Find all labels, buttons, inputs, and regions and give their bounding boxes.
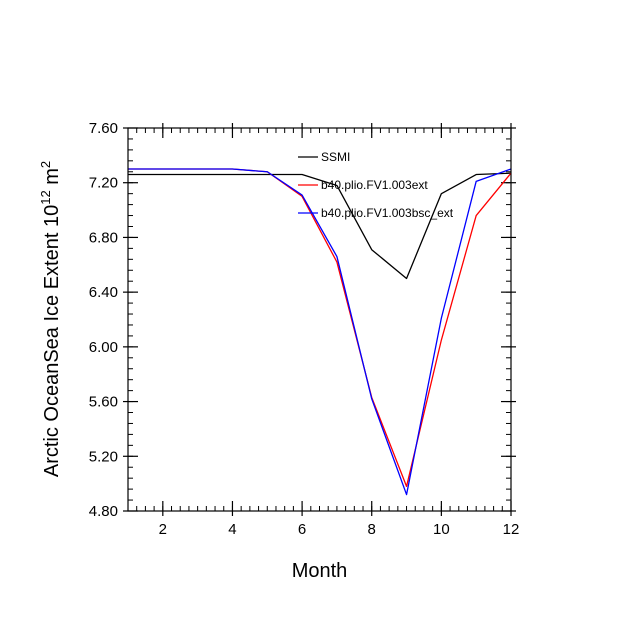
y-tick-label: 7.60 (89, 120, 118, 137)
x-tick-label: 2 (159, 521, 167, 538)
y-tick-label: 5.60 (89, 394, 118, 411)
y-tick-label: 6.00 (89, 339, 118, 356)
x-tick-label: 8 (368, 521, 376, 538)
legend: SSMI b40.plio.FV1.003ext b40.plio.FV1.00… (298, 150, 454, 220)
x-tick-label: 4 (228, 521, 236, 538)
axis-ticks (123, 123, 516, 516)
legend-label-ext: b40.plio.FV1.003ext (321, 178, 428, 192)
series-line-bsc-ext (128, 168, 512, 496)
y-axis-title-unit-exponent: 2 (38, 161, 53, 168)
y-axis-title-main: Arctic OceanSea Ice Extent 10 (41, 205, 63, 477)
legend-label-bsc-ext: b40.plio.FV1.003bsc_ext (321, 206, 454, 220)
series-line-ext (128, 168, 512, 488)
y-tick-label: 6.40 (89, 284, 118, 301)
series-line-ssmi (128, 172, 512, 280)
series-layer (128, 168, 512, 496)
y-tick-label: 4.80 (89, 503, 118, 520)
y-tick-label: 7.20 (89, 175, 118, 192)
y-axis-title-exponent: 12 (38, 190, 53, 204)
y-axis-title: Arctic OceanSea Ice Extent 1012 m2 (38, 161, 63, 477)
x-tick-label: 10 (433, 521, 450, 538)
plot-frame (127, 127, 512, 512)
x-axis-title: Month (292, 560, 348, 582)
y-tick-label: 6.80 (89, 229, 118, 246)
x-tick-label: 12 (503, 521, 520, 538)
legend-label-ssmi: SSMI (321, 150, 350, 164)
y-axis-title-unit: m (41, 168, 63, 190)
x-tick-label: 6 (298, 521, 306, 538)
tick-labels: 2 4 6 8 10 12 4.80 5.20 5.60 6.00 6.40 6.80 7.20 7.60 (89, 120, 520, 538)
y-tick-label: 5.20 (89, 448, 118, 465)
